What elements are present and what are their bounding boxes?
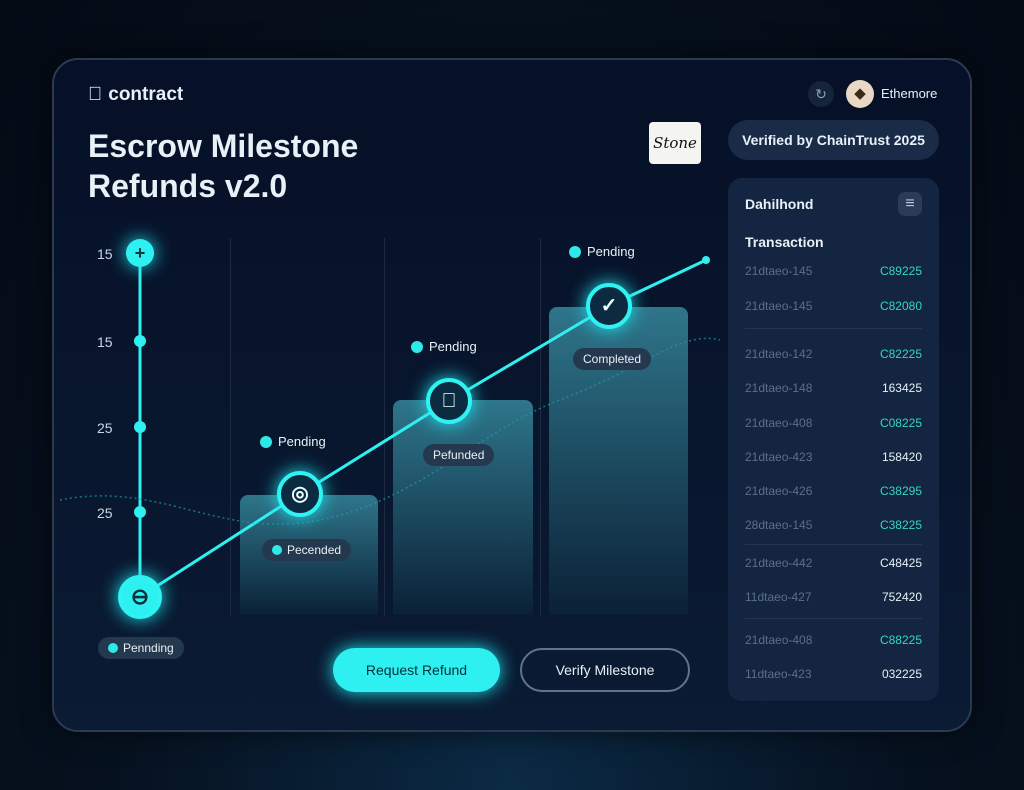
transaction-amount: 032225 xyxy=(881,667,922,681)
transaction-row[interactable]: 21dtaeo-148 163425 xyxy=(745,381,922,395)
shield-icon[interactable]: ✓ xyxy=(586,283,632,329)
apple-icon:  xyxy=(88,84,102,106)
status-icon xyxy=(272,545,282,555)
transaction-id: 21dtaeo-145 xyxy=(745,299,813,313)
transaction-amount: C08225 xyxy=(879,416,922,430)
add-milestone-icon[interactable]: + xyxy=(126,239,154,267)
user-name: Ethemore xyxy=(881,86,938,101)
minus-node-icon[interactable]: ⊖ xyxy=(118,575,162,619)
transaction-amount: 158420 xyxy=(881,450,922,464)
end-dot xyxy=(702,256,710,264)
transaction-id: 21dtaeo-142 xyxy=(745,347,813,361)
divider xyxy=(745,618,922,619)
transaction-row[interactable]: 28dtaeo-145 C38225 xyxy=(745,518,922,532)
axis-dot xyxy=(134,335,146,347)
transaction-row[interactable]: 21dtaeo-145 C89225 xyxy=(745,264,922,278)
transaction-row[interactable]: 21dtaeo-426 C38295 xyxy=(745,484,922,498)
status-chip: Pefunded xyxy=(423,444,495,466)
sidebar-title: Dahilhond xyxy=(745,196,814,212)
transaction-amount: 752420 xyxy=(881,590,922,604)
transaction-id: 21dtaeo-145 xyxy=(745,264,813,278)
transaction-row[interactable]: 21dtaeo-408 C08225 xyxy=(745,416,922,430)
transaction-amount: C38225 xyxy=(879,518,922,532)
transaction-id: 21dtaeo-426 xyxy=(745,484,813,498)
transaction-row[interactable]: 21dtaeo-142 C82225 xyxy=(745,347,922,361)
menu-icon[interactable]: ≡ xyxy=(898,192,922,216)
transaction-id: 11dtaeo-427 xyxy=(745,590,812,604)
transaction-row[interactable]: 11dtaeo-423 032225 xyxy=(745,667,922,681)
transaction-id: 21dtaeo-408 xyxy=(745,416,813,430)
verify-milestone-button[interactable]: Verify Milestone xyxy=(520,648,690,692)
apple-icon[interactable]:  xyxy=(426,378,472,424)
axis-label: 15 xyxy=(97,246,113,262)
pending-label: Pending xyxy=(260,434,326,449)
transaction-amount: C38295 xyxy=(879,484,922,498)
ethereum-avatar-icon[interactable]: ◆ xyxy=(846,80,874,108)
transaction-id: 21dtaeo-408 xyxy=(745,633,813,647)
transaction-id: 21dtaeo-148 xyxy=(745,381,813,395)
transaction-amount: C88225 xyxy=(879,633,922,647)
transaction-amount: C48425 xyxy=(879,556,922,570)
transaction-row[interactable]: 21dtaeo-423 158420 xyxy=(745,450,922,464)
transaction-amount: C82225 xyxy=(879,347,922,361)
grid-line xyxy=(540,238,541,616)
sidebar-subtitle: Transaction xyxy=(745,234,824,250)
axis-dot xyxy=(134,421,146,433)
milestone-bar-2 xyxy=(393,400,533,615)
pending-label: Pending xyxy=(569,244,635,259)
axis-label: 15 xyxy=(97,334,113,350)
request-refund-button[interactable]: Request Refund xyxy=(333,648,500,692)
grid-line xyxy=(230,238,231,616)
transaction-amount: 163425 xyxy=(881,381,922,395)
refresh-icon[interactable]: ↻ xyxy=(808,81,834,107)
pending-icon xyxy=(260,435,272,448)
axis-label: 25 xyxy=(97,505,113,521)
transaction-row[interactable]: 21dtaeo-442 C48425 xyxy=(745,556,922,570)
transaction-row[interactable]: 21dtaeo-145 C82080 xyxy=(745,299,922,313)
transaction-row[interactable]: 21dtaeo-408 C88225 xyxy=(745,633,922,647)
signature-stamp: Stone xyxy=(649,122,701,164)
transaction-sidebar: Dahilhond ≡ Transaction 21dtaeo-145 C8922… xyxy=(728,178,939,701)
target-icon[interactable]: ◎ xyxy=(277,471,323,517)
start-status-chip: Pennding xyxy=(98,637,184,659)
brand: contract xyxy=(88,84,183,106)
status-chip: Completed xyxy=(573,348,652,370)
transaction-id: 21dtaeo-442 xyxy=(745,556,813,570)
transaction-id: 28dtaeo-145 xyxy=(745,518,813,532)
pending-label: Pending xyxy=(411,339,477,354)
transaction-id: 11dtaeo-423 xyxy=(745,667,812,681)
grid-line xyxy=(384,238,385,616)
divider xyxy=(745,328,922,329)
transaction-id: 21dtaeo-423 xyxy=(745,450,813,464)
transaction-row[interactable]: 11dtaeo-427 752420 xyxy=(745,590,922,604)
transaction-amount: C89225 xyxy=(879,264,922,278)
verified-badge: Verified by ChainTrust 2025 xyxy=(728,120,939,160)
status-chip: Pecended xyxy=(262,539,352,561)
axis-dot xyxy=(134,506,146,518)
status-icon xyxy=(108,643,118,653)
axis-label: 25 xyxy=(97,420,113,436)
pending-icon xyxy=(569,245,581,258)
transaction-amount: C82080 xyxy=(879,299,922,313)
divider xyxy=(745,544,922,545)
page-title: Escrow Milestone Refunds v2.0 xyxy=(88,128,359,204)
pending-icon xyxy=(411,340,423,353)
